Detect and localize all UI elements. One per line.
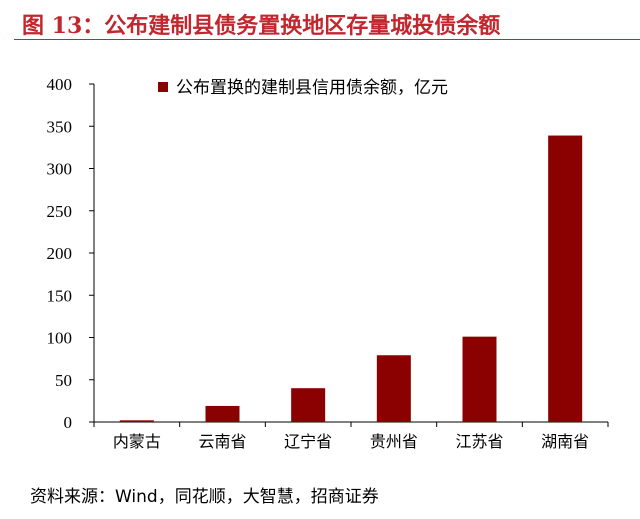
bar xyxy=(376,355,411,422)
y-tick-label: 400 xyxy=(47,75,73,94)
y-tick-label: 150 xyxy=(47,286,73,305)
x-tick-label: 辽宁省 xyxy=(284,432,332,451)
bar xyxy=(205,405,240,422)
figure-header: 图 13：公布建制县债务置换地区存量城投债余额 xyxy=(0,0,640,42)
y-tick-label: 200 xyxy=(47,244,73,263)
y-tick-label: 300 xyxy=(47,160,73,179)
figure-title: 图 13：公布建制县债务置换地区存量城投债余额 xyxy=(22,13,501,39)
title-divider xyxy=(14,39,640,40)
bar xyxy=(462,336,497,422)
bar-chart: 0 50 100 150 200 250 300 350 400 内蒙古 云南省 辽宁省 贵州省 江苏省 湖… xyxy=(47,75,609,451)
x-tick-label: 贵州省 xyxy=(370,432,418,451)
x-tick-label: 内蒙古 xyxy=(113,432,161,451)
legend-swatch xyxy=(158,82,168,92)
y-tick-label: 350 xyxy=(47,117,73,136)
x-tick-label: 云南省 xyxy=(198,432,246,451)
bar xyxy=(291,388,326,422)
y-tick-label: 100 xyxy=(47,329,73,348)
x-tick-label: 湖南省 xyxy=(541,432,589,451)
y-tick-label: 50 xyxy=(55,371,72,390)
source-note: 资料来源：Wind，同花顺，大智慧，招商证券 xyxy=(30,487,379,507)
x-tick-label: 江苏省 xyxy=(455,432,503,451)
legend-label: 公布置换的建制县信用债余额，亿元 xyxy=(176,78,448,98)
y-tick-label: 0 xyxy=(64,413,73,432)
bar xyxy=(548,135,583,423)
bar xyxy=(119,420,154,422)
y-tick-label: 250 xyxy=(47,202,73,221)
